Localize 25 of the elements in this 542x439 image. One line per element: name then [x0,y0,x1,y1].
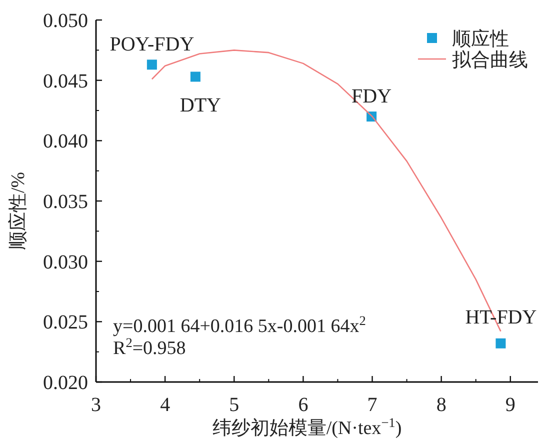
annotation: y=0.001 64+0.016 5x-0.001 64x$^{2}$ [113,312,366,337]
y-tick-label: 0.025 [43,312,88,334]
y-tick-label: 0.040 [43,130,88,153]
legend-label: 拟合曲线 [452,50,528,71]
y-axis-title: 顺应性/% [7,172,29,250]
legend-label: 顺应性 [452,28,509,50]
y-tick-label: 0.035 [43,191,88,213]
y-tick-label: 0.045 [43,70,88,92]
annotation: FDY [352,86,392,108]
x-axis-title: 纬纱初始模量/(N·tex$^{−1}$) [212,414,402,439]
annotation: DTY [180,94,222,117]
y-tick-label: 0.050 [43,10,88,32]
x-tick-label: 6 [298,394,308,416]
y-tick-label: 0.020 [43,372,88,394]
x-tick-label: 4 [160,394,170,416]
x-tick-label: 3 [91,394,101,416]
point [190,72,200,82]
x-tick-label: 8 [436,394,446,416]
y-tick-label: 0.030 [43,251,88,274]
x-tick-label: 5 [229,394,240,416]
point [496,338,506,348]
point [146,60,157,70]
x-tick-label: 9 [505,394,516,416]
x-tick-label: 7 [367,394,378,416]
annotation: POY-FDY [110,34,194,56]
